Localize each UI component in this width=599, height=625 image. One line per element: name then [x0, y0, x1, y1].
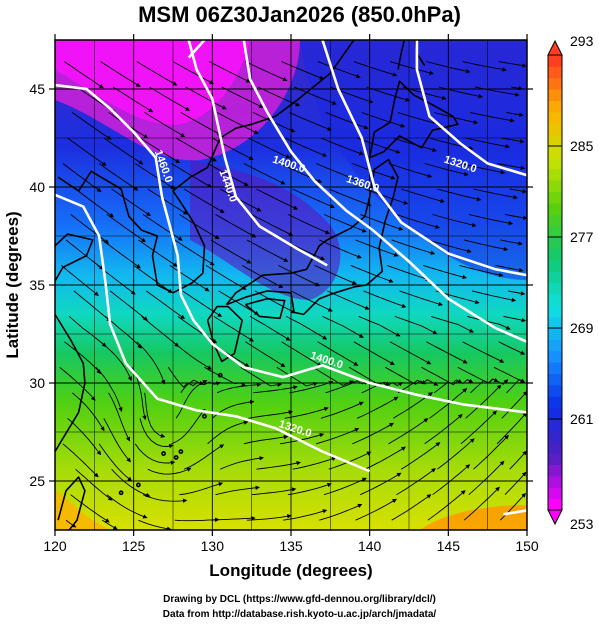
y-tick-label: 40	[29, 179, 45, 195]
colorbar-segment	[548, 55, 562, 67]
colorbar-segment	[548, 373, 562, 386]
colorbar-segment	[548, 362, 562, 374]
x-tick-label: 125	[122, 538, 146, 554]
colorbar-tick-label: 261	[570, 411, 594, 427]
colorbar-max-triangle	[547, 39, 563, 56]
colorbar-segment	[548, 350, 562, 363]
y-axis-label: Latitude (degrees)	[3, 211, 22, 358]
credit-drawing: Drawing by DCL (https://www.gfd-dennou.o…	[163, 594, 436, 605]
colorbar-segment	[548, 293, 562, 306]
colorbar-segment	[548, 134, 562, 147]
colorbar-segment	[548, 248, 562, 261]
colorbar-segment	[548, 475, 562, 488]
colorbar-segment	[548, 168, 562, 181]
colorbar-segment	[548, 316, 562, 329]
x-tick-label: 120	[43, 538, 67, 554]
wind-streamlines	[59, 61, 527, 530]
colorbar-segment	[548, 384, 562, 397]
colorbar-segment	[548, 180, 562, 192]
colorbar-tick-label: 293	[570, 33, 594, 49]
colorbar-tick-label: 277	[570, 229, 594, 245]
colorbar-segment	[548, 146, 562, 158]
y-tick-label: 45	[29, 81, 45, 97]
colorbar-segment	[548, 441, 562, 454]
colorbar-segment	[548, 259, 562, 272]
colorbar-segment	[548, 464, 562, 477]
x-tick-label: 135	[279, 538, 303, 554]
colorbar-tick-label: 285	[570, 138, 594, 154]
colorbar-tick-label: 253	[570, 516, 594, 532]
colorbar-segment	[548, 191, 562, 204]
colorbar-segment	[548, 419, 562, 431]
colorbar-segment	[548, 237, 562, 249]
colorbar-tick-label: 269	[570, 320, 594, 336]
colorbar-segment	[548, 282, 562, 295]
colorbar-segment	[548, 271, 562, 283]
y-axis-ticks: 25 30 35 40 45	[29, 81, 533, 489]
colorbar-segment	[548, 123, 562, 136]
x-tick-label: 145	[437, 538, 461, 554]
y-tick-label: 25	[29, 473, 45, 489]
y-tick-label: 35	[29, 277, 45, 293]
colorbar-segment	[548, 66, 562, 79]
colorbar-segment	[548, 453, 562, 465]
credit-data: Data from http://database.rish.kyoto-u.a…	[162, 609, 437, 620]
colorbar-segment	[548, 157, 562, 170]
colorbar-min-triangle	[547, 509, 563, 526]
colorbar-segment	[548, 498, 562, 511]
y-tick-label: 30	[29, 375, 45, 391]
colorbar-segment	[548, 100, 562, 113]
colorbar-segment	[548, 225, 562, 238]
x-tick-label: 150	[515, 538, 539, 554]
chart-title: MSM 06Z30Jan2026 (850.0hPa)	[138, 2, 461, 27]
colorbar	[547, 39, 563, 526]
colorbar-segment	[548, 89, 562, 101]
colorbar-segment	[548, 396, 562, 409]
colorbar-segment	[548, 430, 562, 443]
colorbar-segment	[548, 487, 562, 500]
colorbar-segment	[548, 214, 562, 227]
x-tick-label: 130	[201, 538, 225, 554]
colorbar-segment	[548, 77, 562, 90]
colorbar-segment	[548, 305, 562, 318]
colorbar-segment	[548, 111, 562, 124]
height-contours	[55, 40, 527, 516]
x-tick-label: 140	[358, 538, 382, 554]
x-axis-label: Longitude (degrees)	[209, 561, 372, 580]
colorbar-segment	[548, 339, 562, 352]
colorbar-ticks: 253 261 269 277 285 293	[548, 33, 594, 532]
colorbar-segment	[548, 328, 562, 340]
x-axis-ticks: 120 125 130 135 140 145 150	[43, 34, 539, 554]
colorbar-segment	[548, 202, 562, 215]
colorbar-segment	[548, 407, 562, 420]
